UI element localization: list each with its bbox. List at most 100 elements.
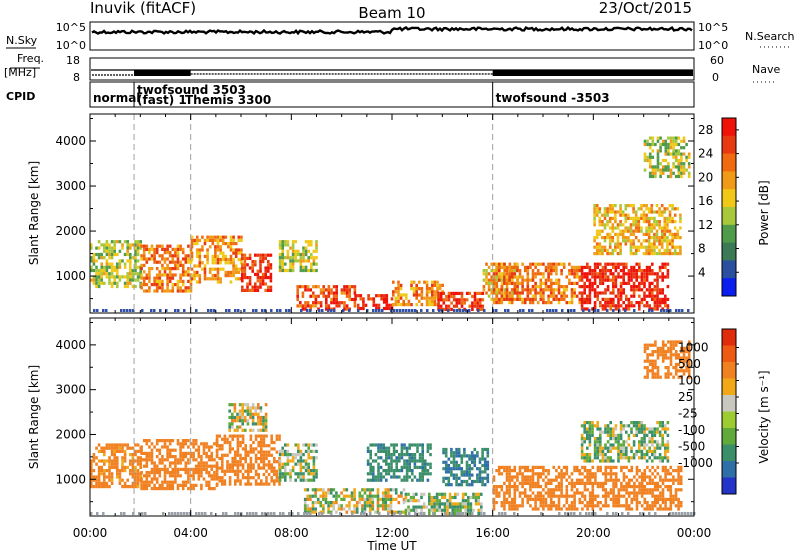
echo-cell [327,288,331,292]
echo-cell [595,229,599,233]
echo-cell [604,501,608,505]
echo-cell [510,507,514,511]
echo-cell [531,497,535,501]
echo-cell [237,248,241,252]
echo-cell [593,440,597,444]
echo-cell [663,252,667,256]
echo-cell [311,504,315,508]
echo-cell [256,279,260,283]
echo-cell [659,507,662,511]
echo-cell [513,297,517,301]
echo-cell [190,274,194,278]
echo-cell [387,462,391,466]
echo-cell [97,272,101,276]
echo-cell [193,270,196,274]
echo-cell [634,236,638,240]
echo-cell [372,475,375,479]
echo-cell [366,501,369,505]
echo-cell [405,453,409,457]
echo-cell [580,456,584,460]
echo-cell [249,482,253,486]
echo-cell [622,272,625,276]
echo-cell [257,456,260,461]
echo-cell [497,265,501,269]
echo-cell [614,262,618,266]
echo-cell [123,240,127,244]
echo-cell [555,262,558,266]
echo-cell [492,291,496,295]
echo-cell [487,278,491,282]
echo-cell [136,243,140,247]
echo-cell [181,487,185,491]
echo-cell [534,465,537,469]
echo-cell [171,267,175,271]
echo-cell [332,297,336,302]
echo-cell [653,285,657,289]
echo-cell [103,485,106,489]
echo-cell [666,252,669,256]
echo-cell [465,463,469,468]
echo-cell [392,290,395,294]
echo-cell [666,229,669,233]
echo-cell [307,243,310,247]
echo-cell [594,478,597,482]
echo-cell [580,285,584,289]
echo-cell [270,476,273,480]
echo-cell [593,213,596,217]
echo-cell [322,491,325,495]
echo-cell [166,458,169,462]
echo-cell [286,240,290,244]
echo-cell [560,297,563,301]
echo-cell [669,465,673,469]
echo-cell [656,149,660,153]
echo-cell [627,456,631,460]
echo-cell [586,469,589,473]
echo-cell [129,446,132,450]
echo-cell [322,488,325,492]
echo-cell [612,501,615,505]
echo-cell [163,270,167,274]
echo-cell [516,288,519,292]
echo-cell [642,252,646,256]
echo-cell [402,303,405,307]
echo-cell [307,462,310,466]
echo-cell [474,502,478,506]
echo-cell [500,485,504,489]
echo-cell [224,258,228,262]
echo-cell [653,307,657,311]
echo-cell [110,268,114,273]
echo-cell [418,456,422,460]
echo-cell [428,296,431,300]
echo-cell [121,443,124,447]
echo-cell [430,499,434,503]
echo-cell [174,247,177,251]
echo-cell [161,273,164,277]
echo-cell [369,478,372,482]
echo-cell [203,277,207,281]
echo-cell [593,437,597,441]
echo-cell [500,265,504,269]
echo-cell [612,497,615,501]
echo-cell [595,252,599,256]
echo-cell [661,165,665,169]
echo-cell [627,297,631,301]
echo-cell [155,267,159,271]
echo-cell [312,268,316,273]
echo-cell [622,494,626,498]
echo-cell [155,480,159,484]
echo-cell [327,491,330,495]
echo-cell [500,501,504,505]
echo-cell [573,497,576,501]
echo-cell [580,440,584,444]
echo-cell [648,504,652,508]
echo-cell [424,462,427,466]
echo-cell [503,501,506,505]
echo-cell [460,301,464,305]
echo-cell [194,467,198,471]
echo-cell [420,296,424,300]
echo-cell [338,304,341,308]
echo-cell [136,249,140,253]
echo-cell [469,505,473,509]
echo-cell [562,297,566,301]
echo-cell [397,290,400,294]
